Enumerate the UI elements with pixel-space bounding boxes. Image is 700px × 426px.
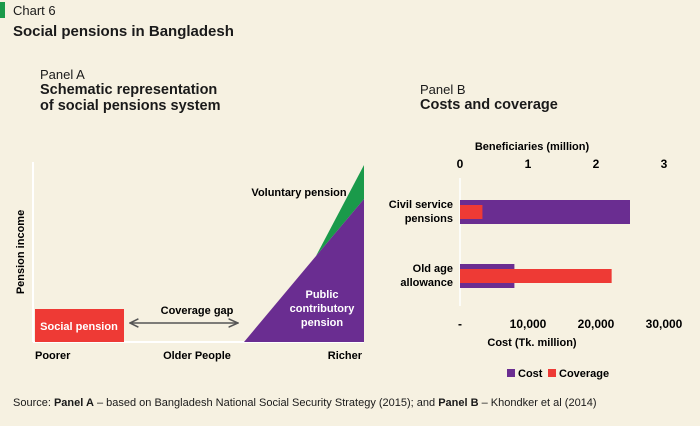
legend-coverage-swatch <box>548 369 556 377</box>
top-tick-label: 1 <box>525 157 532 171</box>
social-pension-label: Social pension <box>40 321 118 333</box>
panel-a-label: Panel A <box>40 67 85 82</box>
panel-b-label: Panel B <box>420 82 466 97</box>
source-panel-a-text: – based on Bangladesh National Social Se… <box>93 397 439 409</box>
coverage-gap-label: Coverage gap <box>161 305 234 317</box>
poorer-label: Poorer <box>35 350 71 362</box>
panel-b-chart: Beneficiaries (million) 0 1 2 3 - 10,000 20,000… <box>389 141 683 380</box>
legend-coverage-label: Coverage <box>559 368 609 380</box>
source-panel-a: Panel A <box>53 397 94 409</box>
category-label-line1: Old age <box>413 263 453 275</box>
older-people-label: Older People <box>163 350 231 362</box>
chart-title: Social pensions in Bangladesh <box>13 23 234 40</box>
top-axis-title: Beneficiaries (million) <box>475 141 590 153</box>
category-label-line1: Civil service <box>389 199 453 211</box>
bottom-tick-label: 20,000 <box>578 317 615 331</box>
panel-a-schematic: Pension income Social pension Coverage g… <box>15 162 364 362</box>
top-tick-label: 0 <box>457 157 464 171</box>
chart-number: Chart 6 <box>13 3 56 18</box>
panel-a-title: Schematic representation of social pensi… <box>40 82 221 114</box>
public-pension-label-1: Public <box>305 289 338 301</box>
public-pension-label-2: contributory <box>290 303 356 315</box>
coverage-bar <box>460 205 483 219</box>
source-panel-b-text: – Khondker et al (2014) <box>478 397 597 409</box>
top-tick-label: 2 <box>593 157 600 171</box>
source-prefix: Source: <box>13 397 54 409</box>
panel-a-title-line1: Schematic representation <box>40 82 218 98</box>
voluntary-pension-shape <box>316 165 364 256</box>
public-pension-shape <box>244 199 364 342</box>
source-note: Source: Panel A – based on Bangladesh Na… <box>13 397 597 409</box>
category-label-line2: allowance <box>400 277 453 289</box>
voluntary-pension-label: Voluntary pension <box>251 187 346 199</box>
richer-label: Richer <box>328 350 363 362</box>
top-tick-label: 3 <box>661 157 668 171</box>
panel-a-title-line2: of social pensions system <box>40 98 221 114</box>
bottom-tick-label: 30,000 <box>646 317 683 331</box>
pension-income-label: Pension income <box>15 210 27 294</box>
bottom-tick-label: - <box>458 317 462 331</box>
category-label-line2: pensions <box>405 213 453 225</box>
social-pension-box <box>35 309 124 342</box>
bottom-axis-title: Cost (Tk. million) <box>487 337 577 349</box>
bottom-tick-label: 10,000 <box>510 317 547 331</box>
accent-bar <box>0 2 5 18</box>
source-panel-b: Panel B <box>438 397 479 409</box>
cost-bar <box>460 200 630 224</box>
panel-b-title: Costs and coverage <box>420 97 558 113</box>
legend-cost-label: Cost <box>518 368 543 380</box>
coverage-bar <box>460 269 612 283</box>
legend-cost-swatch <box>507 369 515 377</box>
public-pension-label-3: pension <box>301 317 343 329</box>
